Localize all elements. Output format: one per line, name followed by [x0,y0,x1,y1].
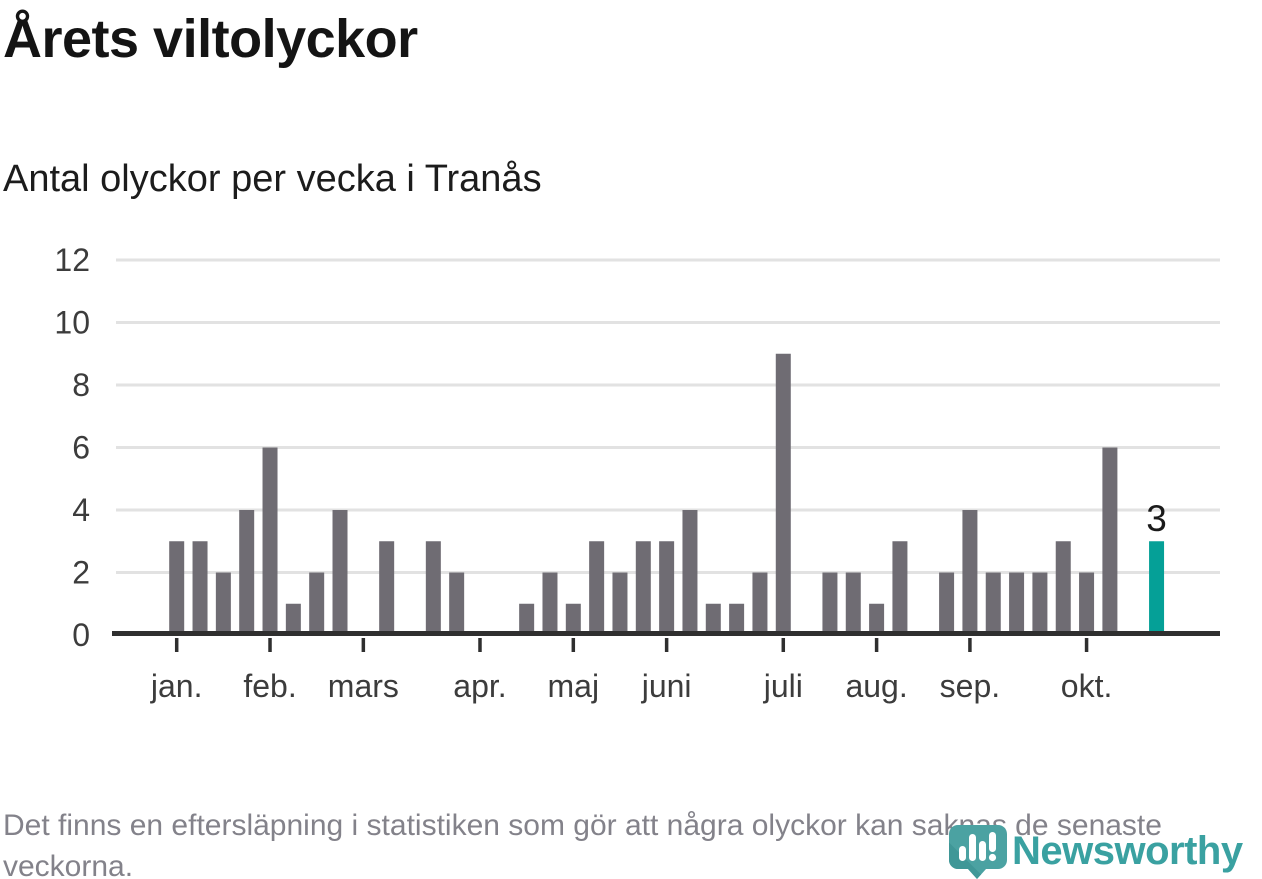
y-axis-label-6: 6 [72,430,90,466]
bar-week-34 [939,572,955,633]
bar-week-32 [892,541,908,633]
bar-week-12 [425,541,441,633]
bar-week-8 [332,510,348,633]
bar-week-35 [962,510,978,633]
bar-week-21 [635,541,651,633]
bar-week-39 [1055,541,1071,633]
x-axis-label-apr: apr. [453,668,506,704]
x-axis-label-mars: mars [328,668,399,704]
bar-week-30 [845,572,861,633]
bar-week-16 [519,603,535,633]
bar-week-31 [869,603,885,633]
logo-bar-2 [969,834,976,861]
bar-chart: 0 2 4 6 8 10 12 jan. feb. mars apr. maj juni juli aug.… [54,242,1220,704]
bar-week-40 [1079,572,1095,633]
chart-subtitle: Antal olyckor per vecka i Tranås [3,158,542,200]
bar-week-2 [192,541,208,633]
bar-week-22 [659,541,675,633]
bar-week-5 [262,447,278,633]
x-axis-label-aug: aug. [845,668,907,704]
bar-week-6 [285,603,301,633]
y-axis-label-2: 2 [72,555,90,591]
bar-week-10 [379,541,395,633]
bar-week-26 [752,572,768,633]
bar-week-41 [1102,447,1118,633]
newsworthy-wordmark: Newsworthy [1012,829,1243,873]
y-axis-label-10: 10 [54,305,90,341]
y-axis-label-0: 0 [72,617,90,653]
x-axis-label-sep: sep. [940,668,1000,704]
y-axis-label-4: 4 [72,492,90,528]
bar-week-19 [589,541,605,633]
bar-week-7 [309,572,325,633]
y-axis-label-12: 12 [54,242,90,278]
x-axis-label-jan: jan. [150,668,203,704]
bar-week-25 [729,603,745,633]
bar-week-23 [682,510,698,633]
bar-week-29 [822,572,838,633]
x-axis-label-okt: okt. [1061,668,1113,704]
bar-week-36 [985,572,1001,633]
x-axis-label-juli: juli [763,668,803,704]
bar-week-3 [215,572,231,633]
bar-week-20 [612,572,628,633]
bar-week-1 [169,541,185,633]
logo-bar-1 [959,846,966,861]
speech-bubble-shade [949,842,981,879]
bar-week-27 [775,353,791,633]
newsworthy-logo: Newsworthy [946,822,1262,879]
logo-bar-3 [979,841,986,861]
x-axis-label-feb: feb. [243,668,296,704]
x-axis-label-maj: maj [548,668,600,704]
logo-exclamation-stem [989,832,996,852]
highlight-value-label: 3 [1146,498,1167,539]
bar-week-18 [565,603,581,633]
bar-week-13 [449,572,465,633]
bar-latest-week-43 [1149,541,1165,633]
y-axis-label-8: 8 [72,367,90,403]
newsworthy-logo-icon [949,825,1007,879]
chart-title: Årets viltolyckor [3,9,418,69]
bar-week-4 [239,510,255,633]
bar-week-38 [1032,572,1048,633]
logo-exclamation-dot [988,853,997,862]
bar-week-24 [705,603,721,633]
bar-week-17 [542,572,558,633]
bar-week-37 [1009,572,1025,633]
x-axis-label-juni: juni [641,668,692,704]
